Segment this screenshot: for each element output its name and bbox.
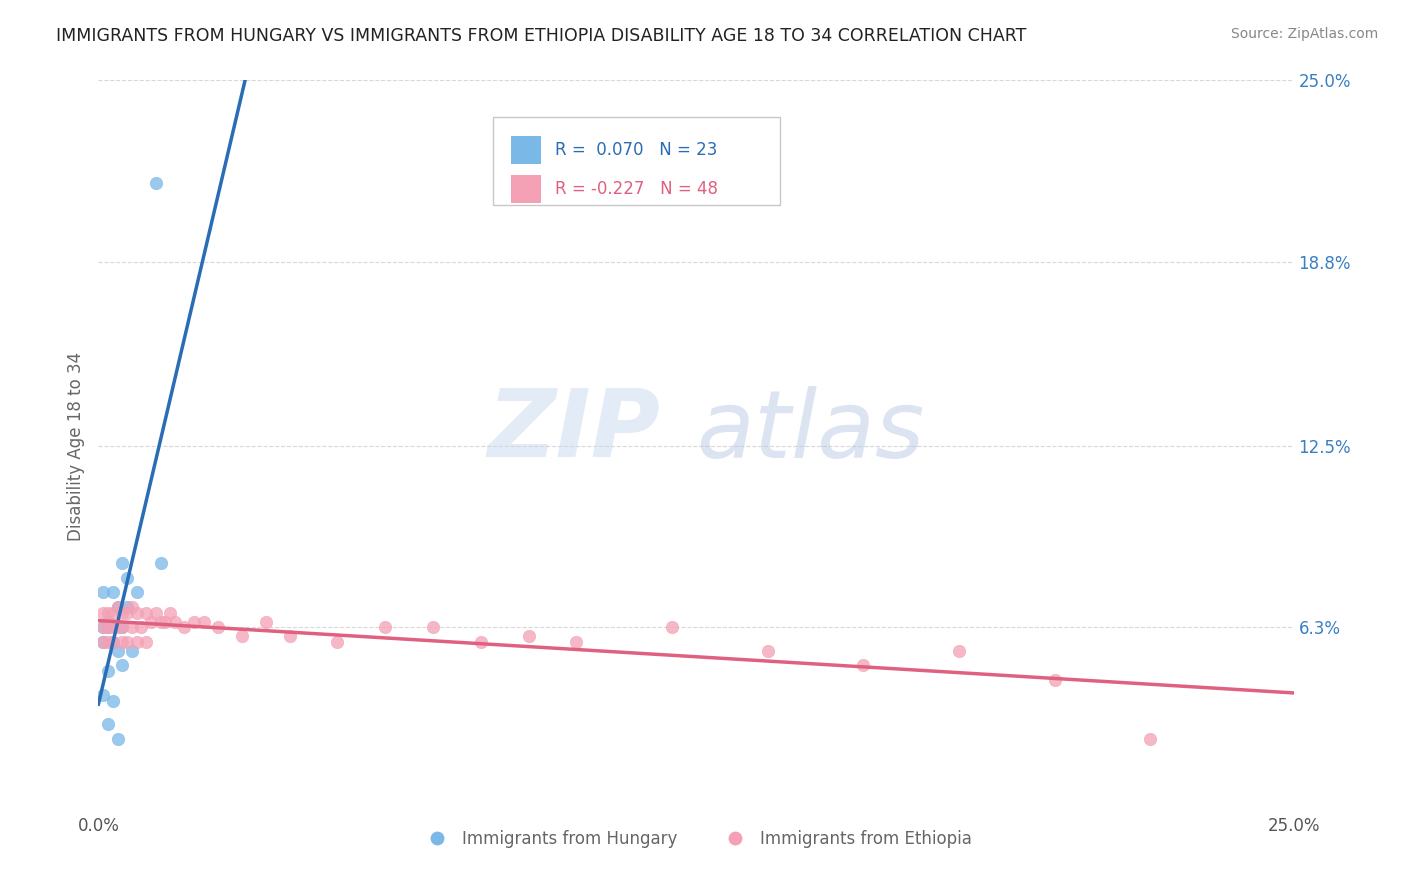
Point	[565, 635, 588, 649]
FancyBboxPatch shape	[510, 175, 541, 202]
Point	[115, 635, 138, 649]
Point	[107, 731, 129, 746]
Point	[125, 585, 148, 599]
Text: atlas: atlas	[696, 386, 924, 477]
Text: Source: ZipAtlas.com: Source: ZipAtlas.com	[1230, 27, 1378, 41]
Point	[135, 635, 157, 649]
Point	[101, 620, 124, 634]
Point	[374, 620, 396, 634]
Point	[97, 606, 120, 620]
Point	[107, 599, 129, 614]
Point	[97, 717, 120, 731]
Text: R = -0.227   N = 48: R = -0.227 N = 48	[555, 180, 718, 198]
Point	[111, 658, 134, 673]
Point	[948, 644, 970, 658]
Point	[149, 615, 172, 629]
Point	[326, 635, 349, 649]
Point	[756, 644, 779, 658]
Point	[173, 620, 195, 634]
Point	[135, 606, 157, 620]
Point	[155, 615, 177, 629]
Point	[115, 571, 138, 585]
Point	[517, 629, 540, 643]
Point	[125, 635, 148, 649]
Point	[121, 599, 143, 614]
Point	[254, 615, 277, 629]
Point	[125, 606, 148, 620]
Point	[111, 620, 134, 634]
Point	[107, 599, 129, 614]
Text: IMMIGRANTS FROM HUNGARY VS IMMIGRANTS FROM ETHIOPIA DISABILITY AGE 18 TO 34 CORR: IMMIGRANTS FROM HUNGARY VS IMMIGRANTS FR…	[56, 27, 1026, 45]
FancyBboxPatch shape	[510, 136, 541, 164]
Point	[101, 635, 124, 649]
Point	[145, 176, 167, 190]
Point	[97, 665, 120, 679]
FancyBboxPatch shape	[494, 117, 780, 204]
Point	[97, 615, 120, 629]
Point	[470, 635, 492, 649]
Legend: Immigrants from Hungary, Immigrants from Ethiopia: Immigrants from Hungary, Immigrants from…	[413, 823, 979, 855]
Point	[115, 606, 138, 620]
Point	[101, 606, 124, 620]
Point	[97, 620, 120, 634]
Point	[111, 635, 134, 649]
Point	[91, 606, 114, 620]
Point	[111, 620, 134, 634]
Point	[193, 615, 215, 629]
Point	[101, 693, 124, 707]
Point	[1139, 731, 1161, 746]
Point	[163, 615, 186, 629]
Point	[422, 620, 444, 634]
Point	[111, 606, 134, 620]
Point	[149, 556, 172, 570]
Point	[91, 620, 114, 634]
Text: ZIP: ZIP	[488, 385, 661, 477]
Point	[131, 620, 153, 634]
Text: R =  0.070   N = 23: R = 0.070 N = 23	[555, 141, 717, 159]
Point	[97, 620, 120, 634]
Point	[91, 585, 114, 599]
Point	[207, 620, 229, 634]
Point	[278, 629, 301, 643]
Point	[115, 599, 138, 614]
Point	[91, 635, 114, 649]
Point	[145, 606, 167, 620]
Point	[1043, 673, 1066, 687]
Point	[139, 615, 162, 629]
Y-axis label: Disability Age 18 to 34: Disability Age 18 to 34	[66, 351, 84, 541]
Point	[159, 606, 181, 620]
Point	[183, 615, 205, 629]
Point	[661, 620, 683, 634]
Point	[121, 644, 143, 658]
Point	[107, 644, 129, 658]
Point	[97, 635, 120, 649]
Point	[121, 620, 143, 634]
Point	[101, 585, 124, 599]
Point	[101, 635, 124, 649]
Point	[91, 620, 114, 634]
Point	[111, 556, 134, 570]
Point	[91, 688, 114, 702]
Point	[91, 635, 114, 649]
Point	[231, 629, 253, 643]
Point	[852, 658, 875, 673]
Point	[107, 620, 129, 634]
